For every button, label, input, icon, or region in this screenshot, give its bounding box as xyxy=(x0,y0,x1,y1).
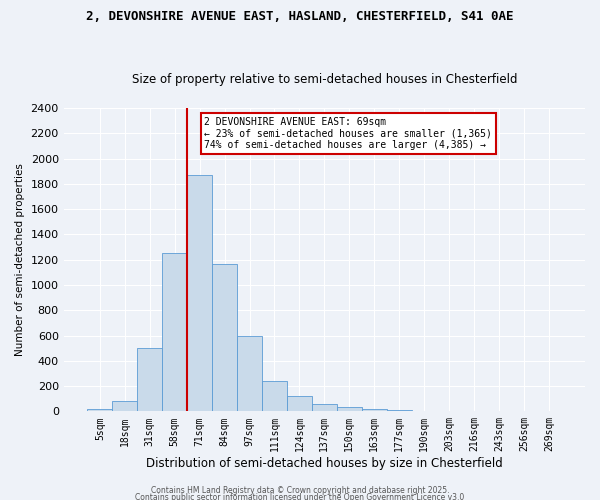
Bar xyxy=(237,336,262,411)
Bar xyxy=(461,410,487,412)
Text: 2, DEVONSHIRE AVENUE EAST, HASLAND, CHESTERFIELD, S41 0AE: 2, DEVONSHIRE AVENUE EAST, HASLAND, CHES… xyxy=(86,10,514,23)
Bar xyxy=(337,407,362,412)
Bar xyxy=(137,348,162,412)
Bar xyxy=(362,409,386,412)
Bar xyxy=(112,401,137,411)
Bar xyxy=(312,404,337,411)
Text: Contains public sector information licensed under the Open Government Licence v3: Contains public sector information licen… xyxy=(136,494,464,500)
Bar xyxy=(386,410,412,412)
Text: Contains HM Land Registry data © Crown copyright and database right 2025.: Contains HM Land Registry data © Crown c… xyxy=(151,486,449,495)
Bar xyxy=(187,175,212,412)
Bar xyxy=(262,381,287,412)
Bar xyxy=(287,396,312,411)
Bar xyxy=(162,254,187,412)
Y-axis label: Number of semi-detached properties: Number of semi-detached properties xyxy=(15,163,25,356)
Bar xyxy=(88,409,112,412)
Bar xyxy=(212,264,237,412)
Title: Size of property relative to semi-detached houses in Chesterfield: Size of property relative to semi-detach… xyxy=(131,73,517,86)
Text: 2 DEVONSHIRE AVENUE EAST: 69sqm
← 23% of semi-detached houses are smaller (1,365: 2 DEVONSHIRE AVENUE EAST: 69sqm ← 23% of… xyxy=(205,117,493,150)
X-axis label: Distribution of semi-detached houses by size in Chesterfield: Distribution of semi-detached houses by … xyxy=(146,457,503,470)
